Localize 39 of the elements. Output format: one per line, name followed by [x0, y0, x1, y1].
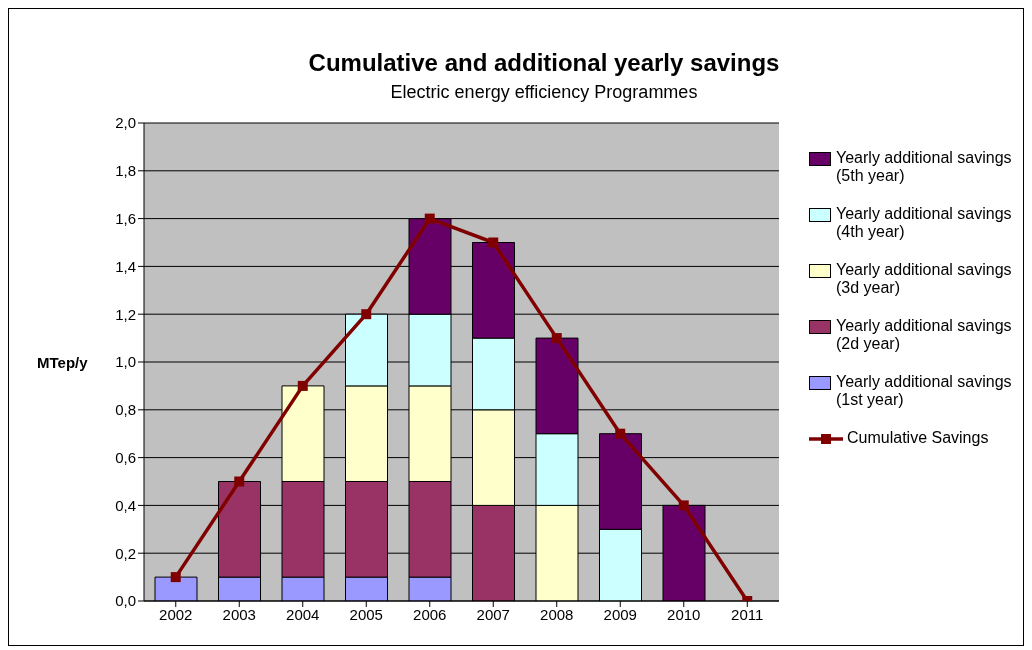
- x-tick-label: 2006: [413, 605, 447, 623]
- x-tick-label: 2004: [286, 605, 320, 623]
- y-tick-label: 0,8: [115, 401, 136, 419]
- chart-subtitle: Electric energy efficiency Programmes: [389, 82, 699, 103]
- point: [297, 380, 308, 391]
- x-tick-label: 2007: [476, 605, 510, 623]
- chart-title: Cumulative and additional yearly savings: [307, 49, 781, 77]
- point: [678, 500, 689, 511]
- y-tick-label: 0,0: [115, 592, 136, 610]
- x-tick-label: 2002: [159, 605, 193, 623]
- legend-label: Yearly additional savings (1st year): [836, 373, 1013, 409]
- x-tick-label: 2011: [731, 605, 764, 623]
- point: [615, 428, 626, 439]
- legend-label: Yearly additional savings (5th year): [836, 149, 1013, 185]
- y-tick-label: 1,6: [115, 209, 136, 227]
- point: [424, 213, 435, 224]
- point: [170, 572, 181, 583]
- x-tick-label: 2005: [349, 605, 383, 623]
- point: [488, 237, 499, 248]
- x-tick-label: 2003: [222, 605, 256, 623]
- legend-label: Yearly additional savings (3d year): [836, 261, 1013, 297]
- y-tick-label: 0,2: [115, 544, 136, 562]
- x-tick-label: 2010: [667, 605, 701, 623]
- legend-label: Yearly additional savings (4th year): [836, 205, 1013, 241]
- legend-label: Yearly additional savings (2d year): [836, 317, 1013, 353]
- y-tick-label: 0,6: [115, 448, 136, 466]
- y-tick-label: 2,0: [115, 114, 136, 132]
- y-axis-title: MTep/y: [37, 354, 88, 371]
- y-tick-label: 1,2: [115, 305, 136, 323]
- point: [234, 476, 245, 487]
- point: [361, 309, 372, 320]
- y-tick-label: 1,4: [115, 257, 136, 275]
- y-tick-label: 1,0: [115, 353, 136, 371]
- y-tick-label: 1,8: [115, 162, 136, 180]
- x-tick-label: 2008: [540, 605, 574, 623]
- legend-label: Cumulative Savings: [847, 429, 989, 447]
- x-tick-label: 2009: [603, 605, 637, 623]
- point: [551, 333, 562, 344]
- y-tick-label: 0,4: [115, 496, 136, 514]
